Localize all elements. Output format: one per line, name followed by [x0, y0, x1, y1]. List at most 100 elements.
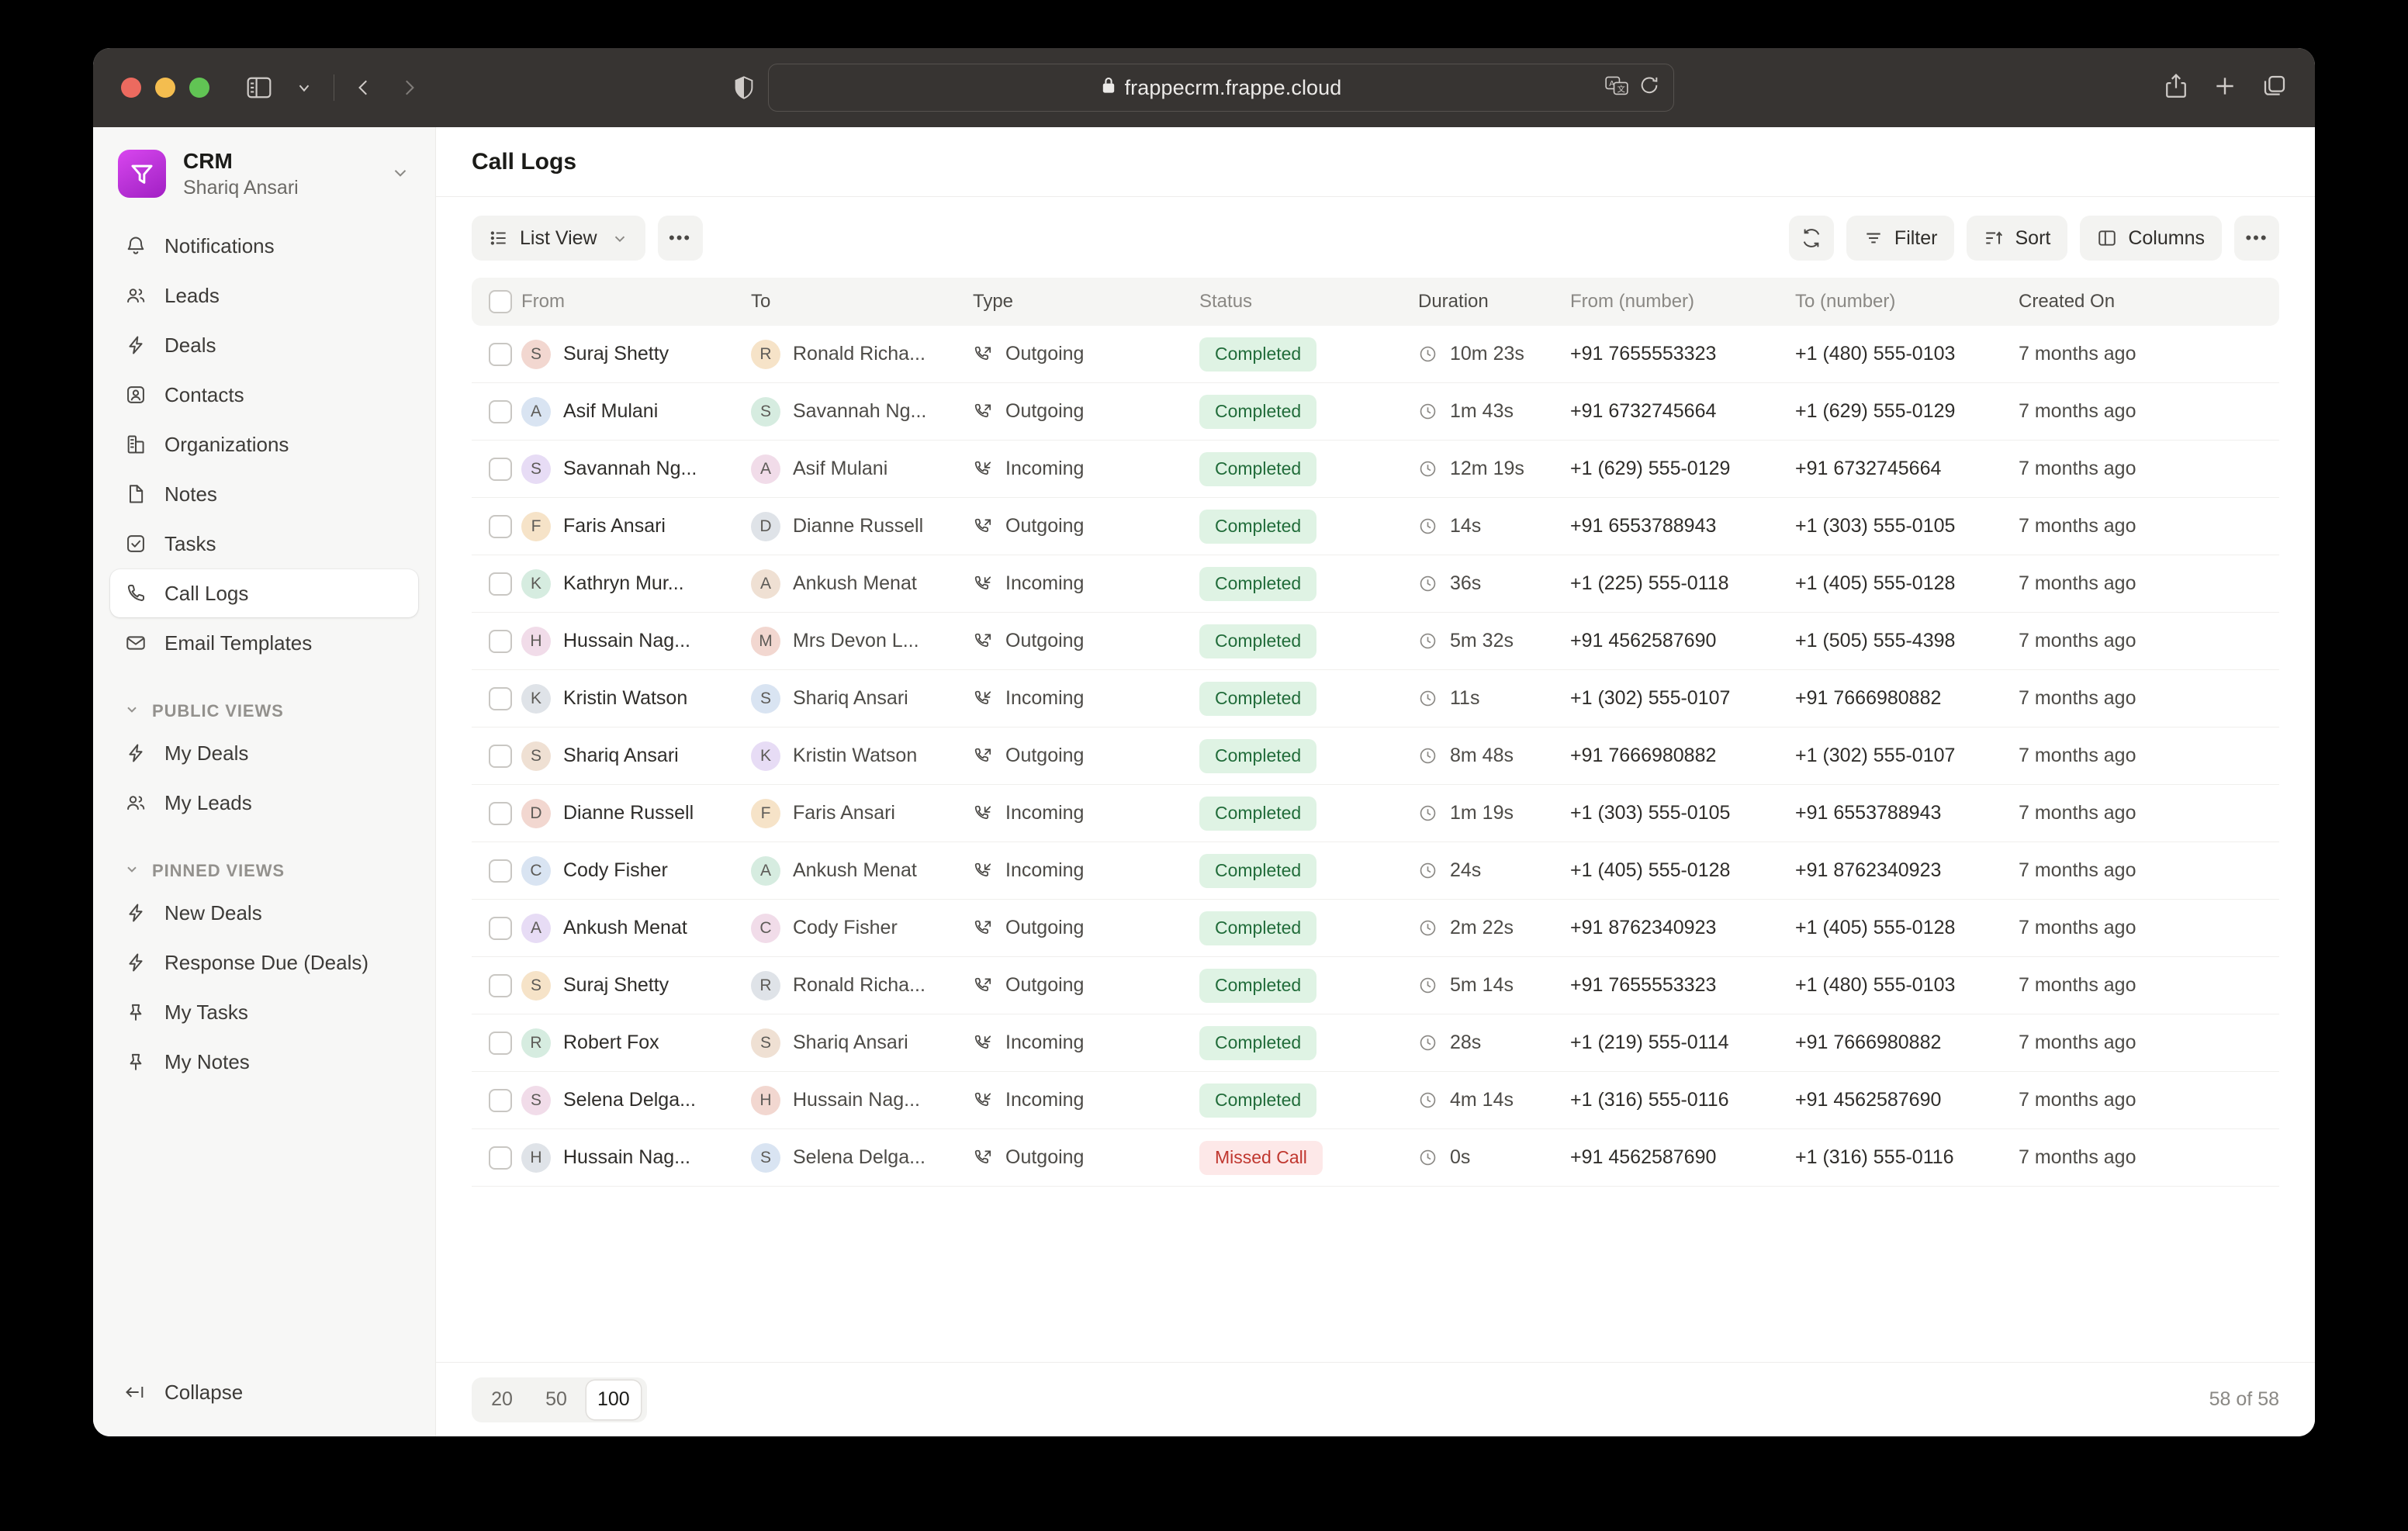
column-header-to[interactable]: To — [751, 291, 771, 312]
from-name: Suraj Shetty — [563, 343, 669, 365]
row-checkbox[interactable] — [489, 916, 512, 940]
page-size-selector[interactable]: 20 50 100 — [472, 1377, 647, 1422]
sidebar-item-deals[interactable]: Deals — [110, 321, 418, 369]
workspace-switcher[interactable]: CRM Shariq Ansari — [93, 127, 435, 217]
page-size-20[interactable]: 20 — [491, 1388, 513, 1410]
row-checkbox[interactable] — [489, 399, 512, 423]
address-bar[interactable]: frappecrm.frappe.cloud A 文 — [768, 64, 1674, 112]
sidebar-item-contacts[interactable]: Contacts — [110, 371, 418, 419]
public-view-my-deals[interactable]: My Deals — [110, 729, 418, 777]
minimize-window-button[interactable] — [155, 78, 175, 98]
pinned-view-response-due-deals[interactable]: Response Due (Deals) — [110, 938, 418, 987]
page-size-100[interactable]: 100 — [586, 1380, 641, 1419]
avatar: S — [521, 970, 551, 1001]
sidebar-item-tasks[interactable]: Tasks — [110, 520, 418, 568]
to-number: +91 8762340923 — [1795, 859, 1942, 881]
from-number: +91 8762340923 — [1570, 917, 1717, 938]
clock-icon — [1418, 517, 1438, 536]
row-checkbox[interactable] — [489, 572, 512, 596]
collapse-sidebar-button[interactable]: Collapse — [110, 1368, 418, 1416]
sort-button[interactable]: Sort — [1967, 216, 2068, 261]
row-checkbox[interactable] — [489, 801, 512, 825]
view-more-menu-button[interactable]: ••• — [657, 216, 703, 261]
share-icon[interactable] — [2164, 73, 2188, 103]
sidebar-chevron-down-icon[interactable] — [285, 69, 323, 106]
row-checkbox[interactable] — [489, 973, 512, 997]
row-checkbox[interactable] — [489, 1088, 512, 1112]
sidebar-item-leads[interactable]: Leads — [110, 271, 418, 320]
column-header-to-number[interactable]: To (number) — [1795, 291, 1896, 312]
tab-overview-icon[interactable] — [2262, 74, 2287, 102]
window-controls[interactable] — [121, 78, 209, 98]
row-checkbox[interactable] — [489, 629, 512, 653]
pinned-views-title: PINNED VIEWS — [152, 861, 285, 881]
public-view-my-leads[interactable]: My Leads — [110, 779, 418, 827]
table-row[interactable]: C Cody Fisher A Ankush Menat Incoming Complet… — [472, 842, 2279, 900]
table-row[interactable]: A Ankush Menat C Cody Fisher Outgoing Complet… — [472, 900, 2279, 957]
row-checkbox[interactable] — [489, 1031, 512, 1055]
sidebar-item-email-templates[interactable]: Email Templates — [110, 619, 418, 667]
table-row[interactable]: R Robert Fox S Shariq Ansari Incoming Complet… — [472, 1014, 2279, 1072]
clock-icon — [1418, 574, 1438, 593]
table-row[interactable]: H Hussain Nag... M Mrs Devon L... Outgoing Co… — [472, 613, 2279, 670]
table-row[interactable]: S Selena Delga... H Hussain Nag... Incoming C… — [472, 1072, 2279, 1129]
row-checkbox[interactable] — [489, 1146, 512, 1170]
table-row[interactable]: D Dianne Russell F Faris Ansari Incoming Comp… — [472, 785, 2279, 842]
maximize-window-button[interactable] — [189, 78, 209, 98]
table-row[interactable]: F Faris Ansari D Dianne Russell Outgoing Comp… — [472, 498, 2279, 555]
reload-icon[interactable] — [1639, 75, 1659, 101]
column-header-from-number[interactable]: From (number) — [1570, 291, 1695, 312]
table-row[interactable]: S Savannah Ng... A Asif Mulani Incoming Compl… — [472, 441, 2279, 498]
columns-button[interactable]: Columns — [2080, 216, 2222, 261]
view-selector-button[interactable]: List View — [472, 216, 645, 261]
chevron-down-icon[interactable] — [390, 162, 415, 186]
row-checkbox[interactable] — [489, 859, 512, 883]
forward-button[interactable] — [390, 69, 427, 106]
column-header-from[interactable]: From — [521, 291, 565, 312]
row-checkbox[interactable] — [489, 457, 512, 481]
clock-icon — [1418, 918, 1438, 938]
select-all-checkbox[interactable] — [489, 290, 512, 313]
sidebar-item-notifications[interactable]: Notifications — [110, 222, 418, 270]
back-button[interactable] — [345, 69, 382, 106]
sidebar-item-call-logs[interactable]: Call Logs — [110, 569, 418, 618]
table-row[interactable]: H Hussain Nag... S Selena Delga... Outgoing M… — [472, 1129, 2279, 1187]
translate-icon[interactable]: A 文 — [1605, 76, 1628, 100]
refresh-button[interactable] — [1788, 216, 1834, 261]
filter-button[interactable]: Filter — [1846, 216, 1955, 261]
public-views-header[interactable]: PUBLIC VIEWS — [110, 695, 418, 729]
table-row[interactable]: S Suraj Shetty R Ronald Richa... Outgoing Com… — [472, 326, 2279, 383]
avatar: R — [751, 339, 780, 369]
row-checkbox[interactable] — [489, 744, 512, 768]
table-row[interactable]: A Asif Mulani S Savannah Ng... Outgoing Compl… — [472, 383, 2279, 441]
table-row[interactable]: K Kathryn Mur... A Ankush Menat Incoming Comp… — [472, 555, 2279, 613]
column-header-duration[interactable]: Duration — [1418, 291, 1489, 312]
new-tab-plus-icon[interactable] — [2213, 74, 2237, 102]
row-checkbox[interactable] — [489, 686, 512, 710]
page-size-50[interactable]: 50 — [545, 1388, 567, 1410]
bolt-icon — [124, 901, 147, 924]
table-row[interactable]: K Kristin Watson S Shariq Ansari Incoming Com… — [472, 670, 2279, 727]
row-checkbox[interactable] — [489, 514, 512, 538]
row-checkbox[interactable] — [489, 342, 512, 366]
privacy-shield-icon[interactable] — [734, 75, 754, 100]
column-header-created-on[interactable]: Created On — [2019, 291, 2116, 312]
pinned-view-new-deals[interactable]: New Deals — [110, 889, 418, 937]
column-header-type[interactable]: Type — [973, 291, 1014, 312]
avatar: A — [521, 913, 551, 943]
nav-item-label: Deals — [164, 333, 216, 357]
pinned-view-my-tasks[interactable]: My Tasks — [110, 988, 418, 1036]
sidebar-item-notes[interactable]: Notes — [110, 470, 418, 518]
crm-logo-icon — [118, 150, 166, 199]
table-row[interactable]: S Shariq Ansari K Kristin Watson Outgoing Com… — [472, 727, 2279, 785]
pinned-views-header[interactable]: PINNED VIEWS — [110, 855, 418, 889]
table-row[interactable]: S Suraj Shetty R Ronald Richa... Outgoing Com… — [472, 957, 2279, 1014]
call-outgoing-icon — [973, 746, 993, 766]
pinned-view-my-notes[interactable]: My Notes — [110, 1038, 418, 1086]
sidebar-item-organizations[interactable]: Organizations — [110, 420, 418, 468]
column-header-status[interactable]: Status — [1199, 291, 1253, 312]
sidebar-toggle-icon[interactable] — [240, 69, 278, 106]
close-window-button[interactable] — [121, 78, 141, 98]
list-more-menu-button[interactable]: ••• — [2234, 216, 2279, 261]
avatar: C — [521, 855, 551, 886]
